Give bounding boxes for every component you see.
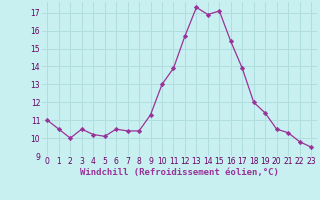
X-axis label: Windchill (Refroidissement éolien,°C): Windchill (Refroidissement éolien,°C) bbox=[80, 168, 279, 177]
